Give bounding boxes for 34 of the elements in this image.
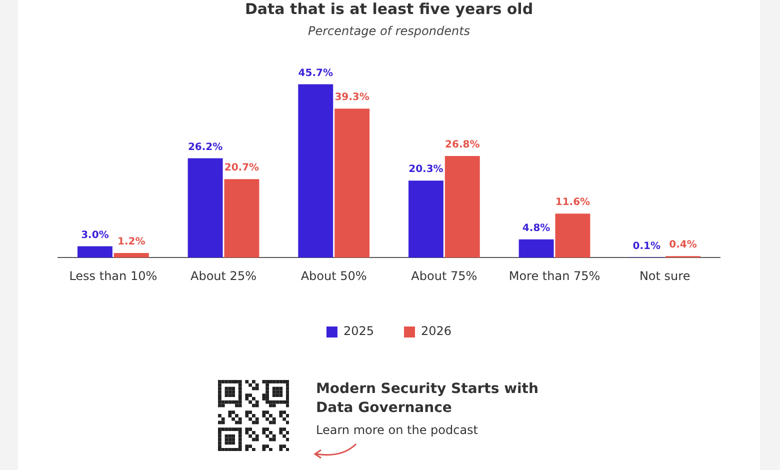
bar <box>77 246 112 258</box>
bar <box>408 180 444 258</box>
data-label: 26.2% <box>188 142 223 153</box>
data-label: 0.4% <box>669 240 697 251</box>
data-label: 1.2% <box>118 236 146 248</box>
data-label: 4.8% <box>522 222 550 234</box>
data-label: 0.1% <box>632 240 660 252</box>
data-label: 39.3% <box>334 92 370 104</box>
x-tick-label: Less than 10% <box>69 268 158 283</box>
x-tick-label: Not sure <box>639 268 690 283</box>
legend-label: 2025 <box>343 324 374 338</box>
data-label: 45.7% <box>298 68 333 79</box>
data-label: 20.3% <box>408 164 444 176</box>
bar <box>555 214 590 258</box>
bar <box>224 179 260 258</box>
bar <box>444 156 480 258</box>
chart-subtitle: Percentage of respondents <box>306 24 472 38</box>
text: Learn more on the podcast <box>316 423 478 437</box>
x-tick-label: More than 75% <box>508 268 600 283</box>
bar <box>188 158 223 258</box>
x-tick-label: About 50% <box>300 268 367 283</box>
chart-title: Data that is at least five years old <box>244 0 534 18</box>
bar <box>114 253 149 258</box>
text: Modern Security Starts with Data Governance <box>316 380 540 418</box>
bar <box>518 239 554 258</box>
x-tick-label: About 25% <box>190 268 256 283</box>
data-label: 20.7% <box>224 162 260 174</box>
data-label: 3.0% <box>81 230 109 241</box>
data-label: 11.6% <box>555 197 590 208</box>
bar <box>334 108 370 258</box>
x-tick-label: About 75% <box>411 268 478 283</box>
bar <box>298 84 334 258</box>
data-label: 26.8% <box>445 140 480 151</box>
legend-label: 2026 <box>421 324 452 338</box>
